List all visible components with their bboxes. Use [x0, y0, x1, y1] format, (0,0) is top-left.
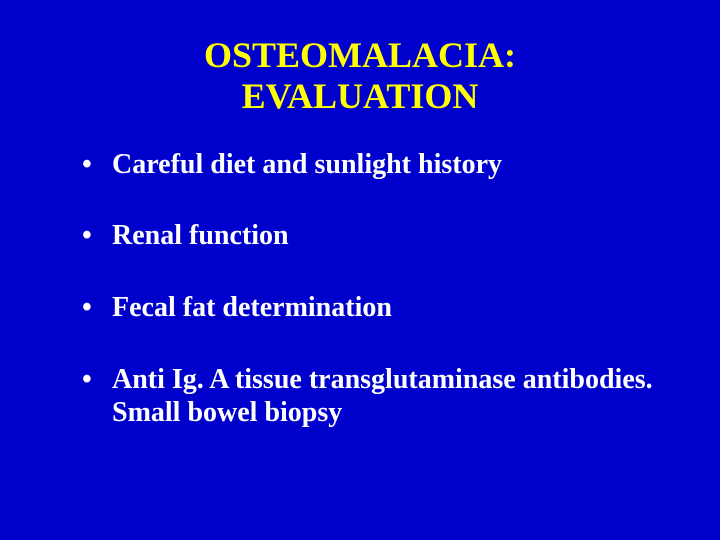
title-line-2: EVALUATION — [242, 76, 479, 116]
slide-container: OSTEOMALACIA: EVALUATION Careful diet an… — [0, 0, 720, 540]
bullet-list: Careful diet and sunlight history Renal … — [50, 148, 670, 430]
bullet-item: Fecal fat determination — [82, 291, 670, 325]
bullet-text: Careful diet and sunlight history — [112, 149, 502, 180]
bullet-item: Anti Ig. A tissue transglutaminase antib… — [82, 363, 670, 430]
bullet-item: Renal function — [82, 219, 670, 253]
bullet-text: Anti Ig. A tissue transglutaminase antib… — [112, 364, 653, 429]
bullet-text: Renal function — [112, 220, 289, 251]
title-line-1: OSTEOMALACIA: — [204, 35, 516, 75]
bullet-item: Careful diet and sunlight history — [82, 148, 670, 182]
slide-title: OSTEOMALACIA: EVALUATION — [50, 35, 670, 118]
bullet-text: Fecal fat determination — [112, 292, 392, 323]
